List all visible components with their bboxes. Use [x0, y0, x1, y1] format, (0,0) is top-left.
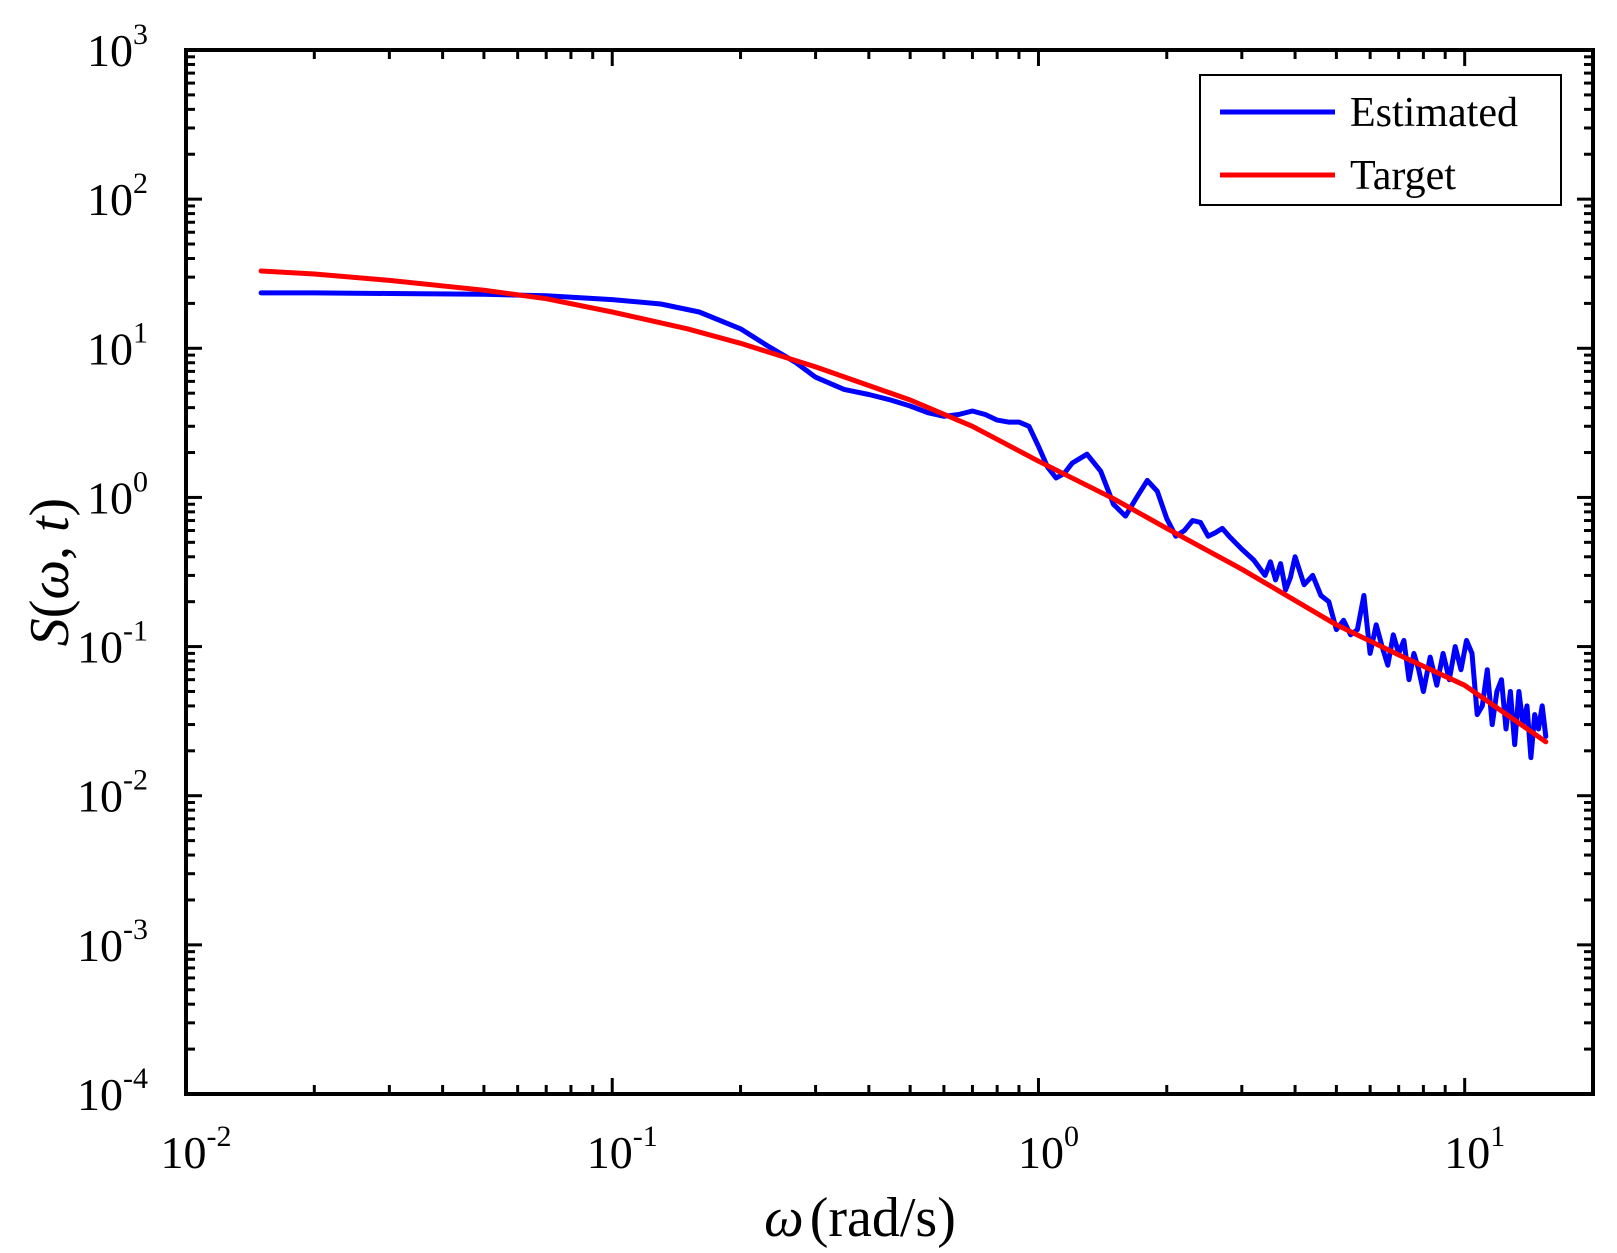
legend: Estimated Target	[1199, 74, 1562, 206]
ticks	[184, 48, 1595, 1096]
y-axis-func: S	[19, 618, 81, 646]
legend-label-target: Target	[1350, 153, 1456, 199]
x-tick-label: 10-1	[587, 1120, 658, 1178]
legend-box	[1199, 74, 1562, 206]
series-line-estimated	[258, 290, 1549, 761]
y-tick-label: 102	[87, 167, 148, 225]
x-axis-title: ω (rad/s)	[764, 1187, 956, 1249]
y-tick-label: 10-4	[77, 1062, 148, 1120]
series-layer	[258, 268, 1549, 761]
y-axis-arg1: ω	[19, 560, 81, 600]
y-tick-label: 103	[87, 18, 148, 76]
x-tick-label: 100	[1018, 1120, 1079, 1178]
x-axis-symbol: ω	[764, 1187, 804, 1249]
y-tick-label: 10-2	[77, 764, 148, 822]
tick-labels: 10-2 10-1 100 101 10-4 10-3 10-2 10-1 100 101 102 1…	[77, 18, 1505, 1178]
x-axis-unit: (rad/s)	[810, 1187, 956, 1249]
y-tick-label: 101	[87, 316, 148, 374]
x-tick-label: 10-2	[161, 1120, 232, 1178]
y-tick-label: 10-1	[77, 615, 148, 673]
y-axis-arg2: t	[19, 515, 81, 532]
y-axis-close: )	[19, 498, 81, 517]
plot-frame	[184, 48, 1595, 1096]
y-axis-sep: ,	[19, 532, 81, 560]
legend-label-estimated: Estimated	[1350, 90, 1518, 136]
y-tick-label: 100	[87, 465, 148, 523]
x-tick-label: 101	[1444, 1120, 1505, 1178]
y-tick-label: 10-3	[77, 913, 148, 971]
y-axis-title: S(ω, t)	[19, 498, 81, 646]
series-line-target	[258, 268, 1549, 745]
y-axis-open: (	[19, 600, 81, 619]
